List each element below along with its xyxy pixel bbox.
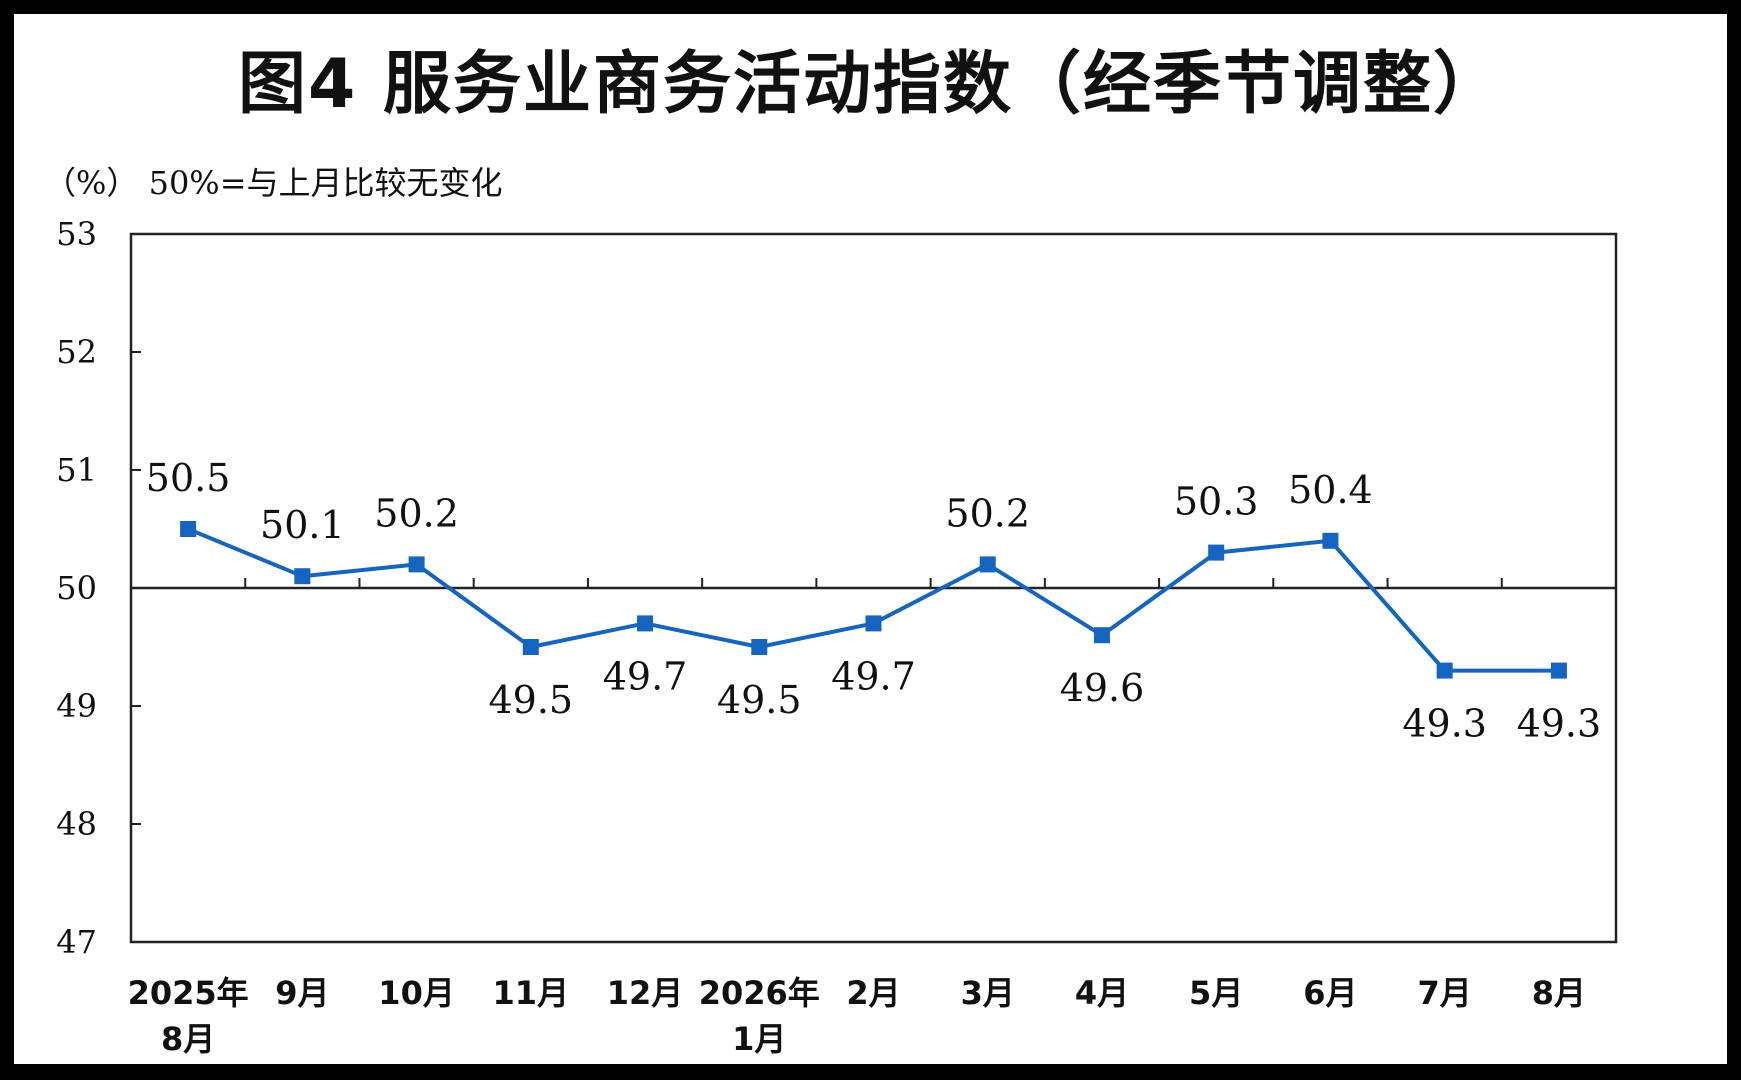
x-tick-label: 9月 xyxy=(275,974,329,1012)
data-label: 50.1 xyxy=(260,503,345,547)
data-label: 50.3 xyxy=(1174,480,1259,524)
data-point-marker xyxy=(180,521,197,537)
data-point-marker xyxy=(294,568,311,585)
y-tick-label: 48 xyxy=(56,805,97,843)
x-tick-label: 10月 xyxy=(378,974,455,1012)
data-label: 50.5 xyxy=(146,456,231,500)
data-point-marker xyxy=(751,639,768,655)
series-line xyxy=(187,527,1559,673)
data-point-marker xyxy=(1436,662,1453,679)
x-tick-label: 2月 xyxy=(846,974,900,1012)
y-tick-label: 47 xyxy=(56,923,97,961)
y-tick-label: 50 xyxy=(56,569,97,607)
data-label: 49.7 xyxy=(831,654,916,698)
chart-title: 图4 服务业商务活动指数（经季节调整） xyxy=(238,45,1503,124)
data-label: 50.2 xyxy=(374,491,459,535)
x-tick-label: 7月 xyxy=(1418,974,1472,1012)
chart-frame xyxy=(14,14,1727,1064)
y-tick-label: 52 xyxy=(56,333,97,371)
x-tick-label: 4月 xyxy=(1075,974,1129,1012)
data-point-marker xyxy=(1093,627,1110,644)
data-point-marker xyxy=(637,615,654,632)
data-point-marker xyxy=(979,556,996,573)
data-label: 50.4 xyxy=(1288,468,1373,512)
x-tick-label: 11月 xyxy=(493,974,570,1012)
data-point-marker xyxy=(1322,532,1339,549)
data-point-marker xyxy=(865,615,882,632)
data-point-marker xyxy=(1208,544,1225,561)
x-tick-label: 3月 xyxy=(961,974,1015,1012)
x-tick-label: 2025年 8月 xyxy=(128,974,249,1058)
data-label: 49.3 xyxy=(1402,702,1487,746)
data-label: 49.3 xyxy=(1517,702,1602,746)
data-label: 49.5 xyxy=(717,678,802,722)
data-point-marker xyxy=(408,556,425,573)
x-tick-label: 6月 xyxy=(1303,974,1357,1012)
y-tick-label: 51 xyxy=(56,451,97,489)
data-point-marker xyxy=(522,639,539,655)
y-tick-label: 49 xyxy=(56,687,97,725)
x-tick-label: 12月 xyxy=(607,974,684,1012)
data-label: 49.6 xyxy=(1060,666,1145,710)
data-label: 49.7 xyxy=(603,654,688,698)
x-tick-label: 8月 xyxy=(1532,974,1586,1012)
data-point-marker xyxy=(1550,662,1567,679)
data-label: 49.5 xyxy=(489,678,574,722)
x-tick-label: 5月 xyxy=(1189,974,1243,1012)
chart-subtitle: （%） 50%=与上月比较无变化 xyxy=(44,164,503,202)
y-tick-label: 53 xyxy=(56,215,97,253)
data-label: 50.2 xyxy=(945,491,1030,535)
x-tick-label: 2026年 1月 xyxy=(699,974,820,1058)
